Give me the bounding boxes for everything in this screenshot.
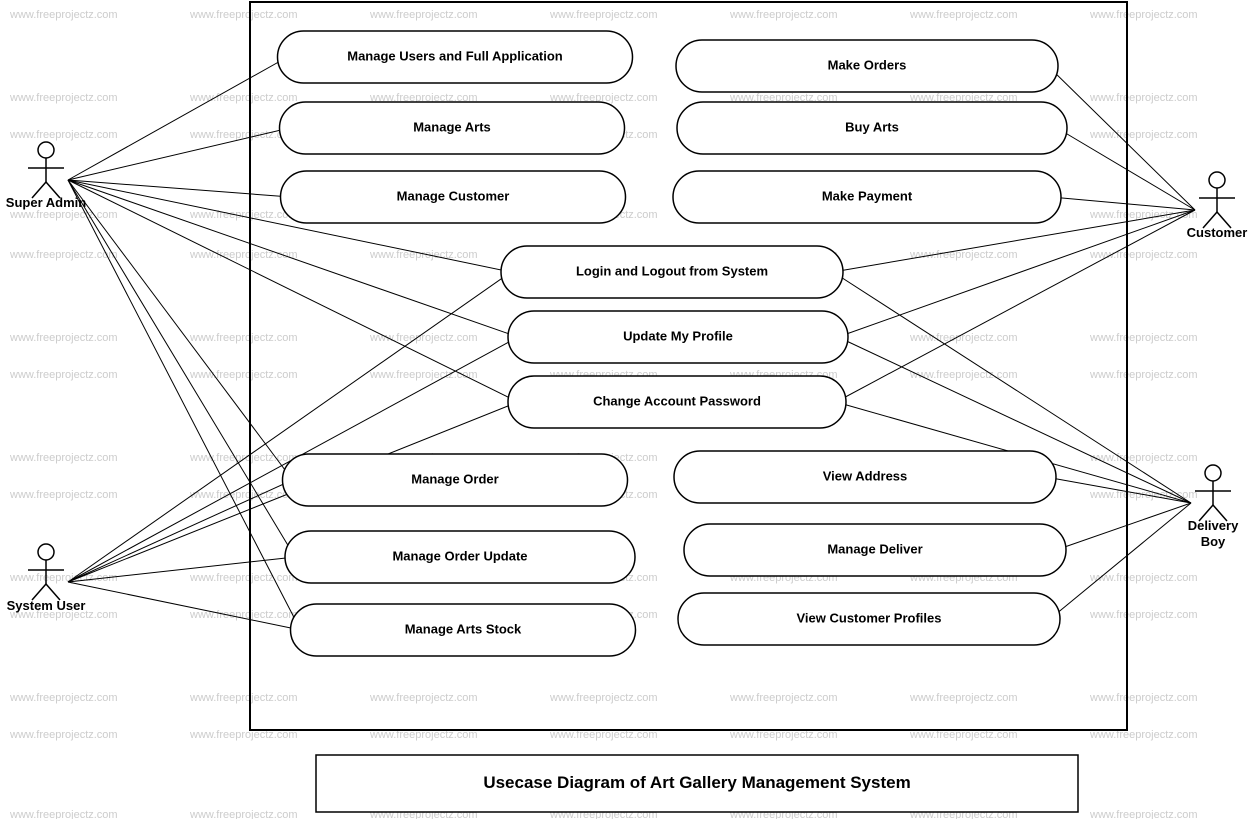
usecase-node: Change Account Password [508,376,846,428]
watermark-text: www.freeprojectz.com [909,249,1018,261]
watermark-text: www.freeprojectz.com [189,92,298,104]
watermark-text: www.freeprojectz.com [909,9,1018,21]
watermark-text: www.freeprojectz.com [1089,332,1198,344]
usecase-node: Login and Logout from System [501,246,843,298]
watermark-text: www.freeprojectz.com [369,249,478,261]
usecase-label: Manage Arts [413,119,491,134]
watermark-text: www.freeprojectz.com [9,129,118,141]
watermark-text: www.freeprojectz.com [189,332,298,344]
watermark-text: www.freeprojectz.com [9,249,118,261]
diagram-title: Usecase Diagram of Art Gallery Managemen… [483,773,910,792]
edge [68,57,288,180]
usecase-diagram-canvas: www.freeprojectz.com www.freeprojectz.com… [0,0,1255,819]
watermark-text: www.freeprojectz.com [369,692,478,704]
watermark-text: www.freeprojectz.com [189,249,298,261]
watermark-text: www.freeprojectz.com [189,489,298,501]
watermark-text: www.freeprojectz.com [9,729,118,741]
watermark-text: www.freeprojectz.com [1089,692,1198,704]
watermark-text: www.freeprojectz.com [909,692,1018,704]
usecase-node: Manage Users and Full Application [278,31,633,83]
usecase-label: Manage Order Update [392,548,527,563]
watermark-text: www.freeprojectz.com [1089,489,1198,501]
watermark-text: www.freeprojectz.com [549,9,658,21]
watermark-text: www.freeprojectz.com [189,452,298,464]
usecase-label: Make Orders [828,57,907,72]
usecase-node: View Address [674,451,1056,503]
actor-delivery_boy: DeliveryBoy [1188,465,1239,549]
usecase-node: Manage Arts Stock [291,604,636,656]
watermark-text: www.freeprojectz.com [189,692,298,704]
watermark-text: www.freeprojectz.com [1089,249,1198,261]
usecase-node: Manage Arts [280,102,625,154]
watermark-text: www.freeprojectz.com [1089,809,1198,819]
watermark-text: www.freeprojectz.com [9,9,118,21]
usecase-label: Make Payment [822,188,913,203]
usecase-node: Manage Order [283,454,628,506]
watermark-text: www.freeprojectz.com [1089,609,1198,621]
usecase-label: Manage Users and Full Application [347,48,563,63]
watermark-text: www.freeprojectz.com [1089,92,1198,104]
edge [68,180,291,197]
watermark-text: www.freeprojectz.com [729,692,838,704]
watermark-text: www.freeprojectz.com [9,692,118,704]
watermark-text: www.freeprojectz.com [9,92,118,104]
watermark-text: www.freeprojectz.com [9,209,118,221]
usecase-node: Make Orders [676,40,1058,92]
edge [68,180,293,480]
actor-label: Super Admin [6,195,86,210]
usecase-label: Change Account Password [593,393,761,408]
usecase-label: Manage Arts Stock [405,621,522,636]
watermark-text: www.freeprojectz.com [1089,369,1198,381]
watermark-text: www.freeprojectz.com [189,572,298,584]
usecase-label: Manage Deliver [827,541,922,556]
watermark-text: www.freeprojectz.com [369,369,478,381]
watermark-text: www.freeprojectz.com [9,332,118,344]
actor-label: System User [7,598,86,613]
usecase-node: Manage Order Update [285,531,635,583]
actor-label: Delivery [1188,518,1239,533]
watermark-text: www.freeprojectz.com [909,369,1018,381]
usecase-label: Buy Arts [845,119,899,134]
actor-label: Customer [1187,225,1248,240]
usecase-label: Manage Order [411,471,498,486]
watermark-text: www.freeprojectz.com [1089,129,1198,141]
watermark-text: www.freeprojectz.com [189,209,298,221]
watermark-text: www.freeprojectz.com [9,809,118,819]
watermark-text: www.freeprojectz.com [189,9,298,21]
usecase-label: Update My Profile [623,328,733,343]
actor-customer: Customer [1187,172,1248,240]
watermark-text: www.freeprojectz.com [1089,9,1198,21]
edge [1050,503,1191,619]
watermark-text: www.freeprojectz.com [9,369,118,381]
usecase-label: Login and Logout from System [576,263,768,278]
usecase-node: View Customer Profiles [678,593,1060,645]
watermark-text: www.freeprojectz.com [729,9,838,21]
usecase-label: View Customer Profiles [797,610,942,625]
usecase-node: Update My Profile [508,311,848,363]
edge [1056,503,1191,550]
actor-label-line2: Boy [1201,534,1226,549]
usecase-label: View Address [823,468,908,483]
usecase-node: Make Payment [673,171,1061,223]
edge [838,210,1195,337]
usecase-label: Manage Customer [397,188,510,203]
watermark-text: www.freeprojectz.com [189,369,298,381]
watermark-text: www.freeprojectz.com [9,489,118,501]
edge [68,582,301,630]
watermark-text: www.freeprojectz.com [549,692,658,704]
usecase-node: Manage Deliver [684,524,1066,576]
usecase-node: Manage Customer [281,171,626,223]
watermark-text: www.freeprojectz.com [369,9,478,21]
watermark-text: www.freeprojectz.com [189,809,298,819]
watermark-text: www.freeprojectz.com [9,452,118,464]
usecase-node: Buy Arts [677,102,1067,154]
